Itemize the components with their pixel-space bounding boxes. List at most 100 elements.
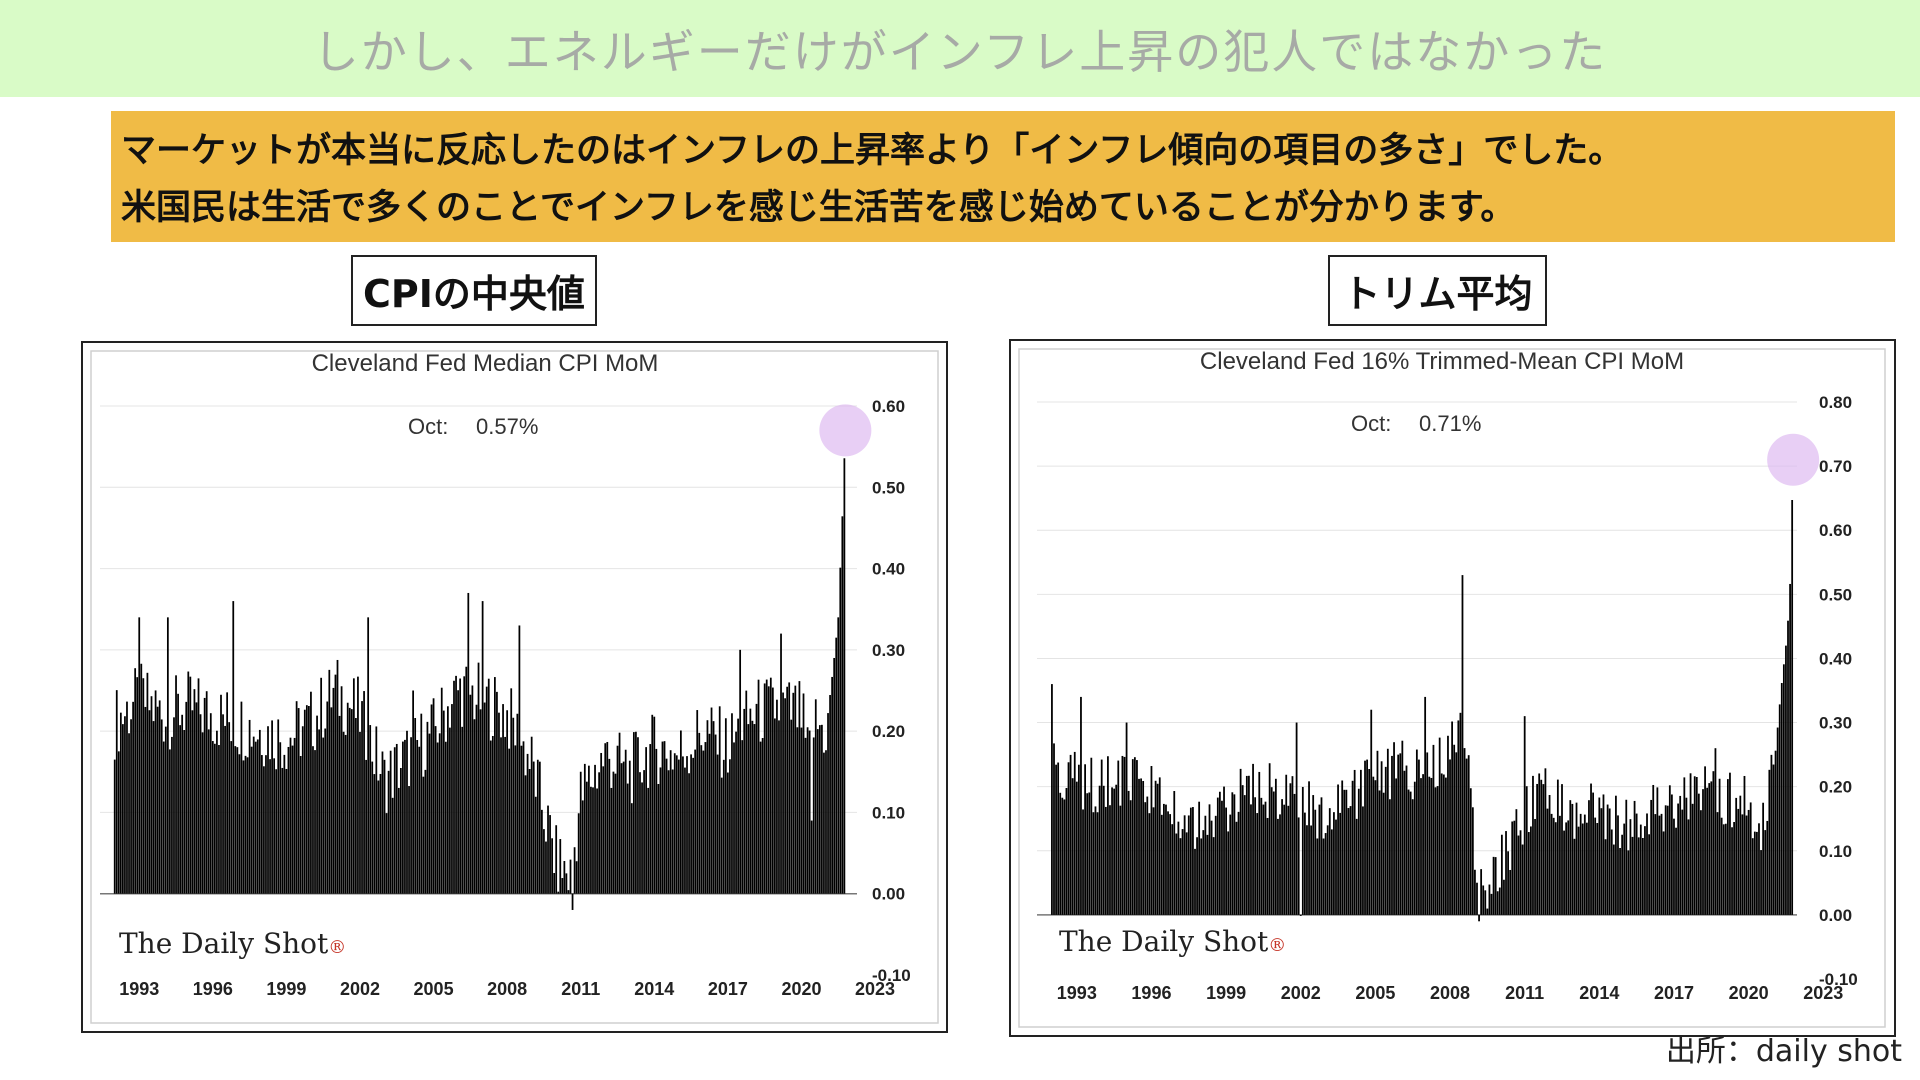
- bar: [1735, 797, 1738, 915]
- bar: [1202, 830, 1205, 915]
- bar: [1474, 869, 1476, 915]
- y-tick-label: 0.00: [1819, 906, 1852, 925]
- bar: [1241, 785, 1244, 915]
- bar: [500, 737, 502, 894]
- bar: [549, 815, 551, 894]
- bar: [271, 720, 273, 894]
- bar: [788, 682, 791, 894]
- bar: [305, 705, 308, 894]
- bar: [1625, 799, 1628, 915]
- source-note: 出所：daily shot: [1665, 1034, 1902, 1069]
- x-tick-label: 2020: [781, 979, 821, 999]
- bar: [1675, 827, 1677, 915]
- bar: [1563, 830, 1565, 915]
- bar: [1071, 778, 1074, 915]
- bar: [312, 746, 314, 894]
- bar: [485, 686, 488, 894]
- bar: [1080, 696, 1082, 915]
- bar: [428, 733, 431, 894]
- bar: [146, 672, 149, 894]
- bar: [639, 772, 641, 894]
- bar: [502, 704, 504, 894]
- bar: [1494, 857, 1497, 915]
- bar: [1341, 780, 1344, 915]
- bar: [491, 735, 494, 894]
- bar: [493, 677, 496, 894]
- bar: [1111, 787, 1113, 915]
- bar: [771, 687, 774, 894]
- bar: [673, 753, 676, 894]
- bar: [1169, 814, 1172, 915]
- bar: [279, 742, 282, 894]
- bar: [1627, 850, 1630, 915]
- bar: [1438, 737, 1441, 915]
- bar: [1127, 790, 1130, 915]
- bar: [749, 708, 752, 894]
- bar: [1333, 812, 1335, 915]
- bar: [518, 625, 521, 894]
- bar: [1142, 781, 1145, 915]
- bar: [338, 715, 341, 894]
- bar: [410, 737, 412, 894]
- bar: [1266, 817, 1269, 915]
- bar: [318, 729, 320, 894]
- bar: [156, 706, 159, 894]
- bar: [839, 567, 842, 894]
- bar: [1268, 763, 1271, 915]
- bar: [598, 772, 600, 894]
- bar: [1689, 773, 1692, 915]
- bar: [469, 694, 472, 894]
- bar: [1082, 809, 1084, 915]
- bar: [393, 747, 396, 894]
- bar: [287, 746, 290, 894]
- bar: [669, 750, 672, 894]
- bar: [171, 736, 173, 894]
- bar: [1229, 814, 1232, 915]
- bar: [1687, 819, 1690, 915]
- bar: [218, 745, 220, 894]
- bar: [1729, 772, 1731, 915]
- bar: [714, 734, 717, 894]
- bar: [657, 783, 660, 894]
- bar: [138, 617, 141, 894]
- bar: [1264, 801, 1267, 915]
- bar: [1467, 755, 1470, 915]
- bar: [1449, 759, 1451, 915]
- bar: [352, 678, 355, 894]
- bar: [559, 839, 562, 894]
- bar: [1270, 787, 1273, 915]
- bar: [256, 739, 259, 894]
- bar: [1376, 750, 1379, 915]
- annotation-value: 0.57%: [476, 414, 538, 439]
- bar: [1053, 743, 1055, 915]
- bar: [831, 676, 833, 894]
- bar: [620, 763, 623, 894]
- bar: [1413, 781, 1416, 915]
- bar: [1780, 683, 1783, 915]
- bar: [377, 780, 380, 894]
- bar: [1762, 802, 1765, 915]
- bar: [1554, 822, 1557, 915]
- bar: [1384, 766, 1387, 915]
- bar: [504, 736, 506, 894]
- bar: [1517, 835, 1520, 915]
- bar: [1710, 781, 1713, 915]
- logo-mark: ®: [1268, 935, 1287, 956]
- bar: [424, 769, 427, 894]
- bar: [1760, 850, 1762, 915]
- bar: [602, 766, 605, 894]
- bar: [1393, 742, 1395, 915]
- bar: [545, 841, 547, 894]
- bar: [796, 727, 799, 894]
- y-tick-label: 0.20: [1819, 778, 1852, 797]
- bar: [530, 736, 533, 894]
- bar: [1770, 754, 1773, 915]
- bar: [1637, 837, 1640, 915]
- bar: [477, 662, 480, 894]
- bar: [1538, 773, 1541, 915]
- bar: [1668, 785, 1671, 915]
- bar: [1227, 831, 1230, 915]
- bar: [213, 743, 216, 894]
- bar: [126, 701, 128, 894]
- bar: [637, 737, 639, 894]
